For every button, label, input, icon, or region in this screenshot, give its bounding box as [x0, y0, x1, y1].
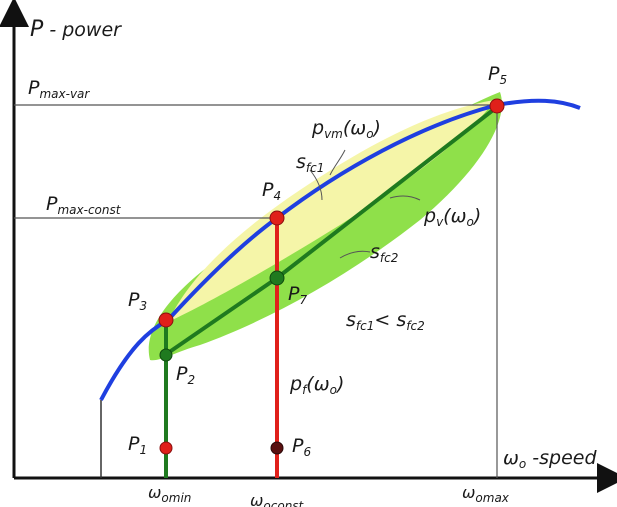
pvm-pointer	[329, 149, 346, 176]
p6-label: P6	[292, 435, 311, 459]
p7-label: P7	[288, 283, 307, 307]
pmax-const-label: Pmax-const	[46, 193, 122, 217]
sfc1-label: sfc1	[296, 151, 324, 175]
p5-label: P5	[488, 63, 507, 87]
pmax-var-label: Pmax-var	[28, 77, 90, 101]
pv-label: pv(ωo)	[423, 205, 481, 229]
sfc2-label: sfc2	[370, 241, 398, 265]
point-p3	[158, 312, 174, 328]
point-p1	[159, 441, 173, 455]
pv-pointer	[389, 195, 421, 201]
sfc1-region	[168, 100, 495, 322]
omin-tick-label: ωomin	[148, 483, 191, 505]
relation-label: sfc1< sfc2	[346, 309, 425, 333]
point-p5	[489, 98, 505, 114]
y-axis-label: P - power	[30, 17, 122, 42]
p3-label: P3	[128, 289, 147, 313]
x-axis-label: ωo -speed	[503, 447, 597, 471]
p2-label: P2	[176, 363, 195, 387]
p1-label: P1	[128, 433, 147, 457]
point-p7	[269, 270, 285, 286]
omax-tick-label: ωomax	[462, 483, 510, 505]
pvm-label: pvm(ωo)	[311, 117, 381, 141]
point-p4	[269, 210, 285, 226]
point-p6	[270, 441, 284, 455]
point-p2	[159, 348, 173, 362]
pf-label: pf(ωo)	[289, 373, 344, 397]
oconst-tick-label: ωoconst	[250, 491, 305, 507]
sfc2-pointer	[339, 250, 371, 259]
p4-label: P4	[262, 179, 281, 203]
sfc1-pointer	[309, 169, 323, 201]
